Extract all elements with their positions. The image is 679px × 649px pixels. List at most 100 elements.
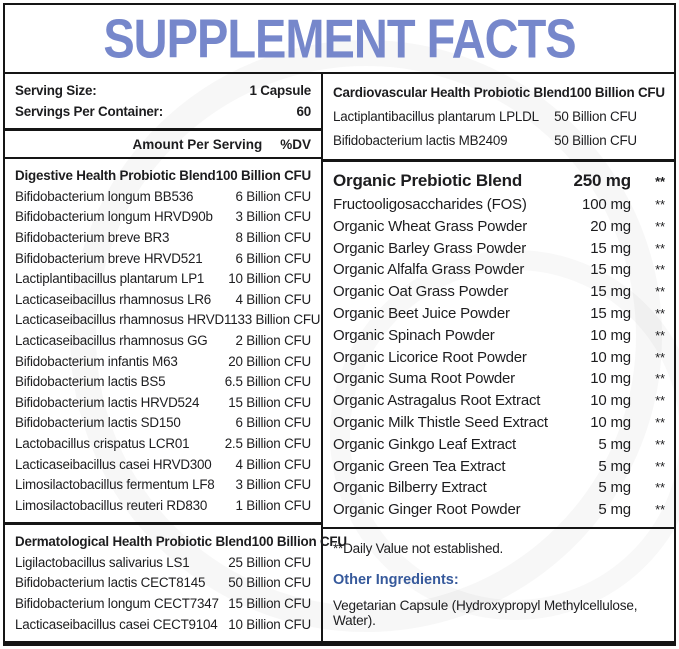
ingredient-row: Lacticaseibacillus rhamnosus LR6 4 Billi… [15, 290, 311, 311]
ingredient-list: Ligilactobacillus salivarius LS1 25 Bill… [15, 553, 311, 635]
ingredient-amount: 3 Billion CFU [235, 209, 311, 225]
ingredient-name: Lacticaseibacillus rhamnosus LR6 [15, 291, 212, 307]
ingredient-amount: 5 mg [598, 457, 631, 475]
cardiovascular-blend-section: Cardiovascular Health Probiotic Blend 10… [323, 74, 675, 159]
ingredient-name: Bifidobacterium longum BB536 [15, 188, 194, 204]
prebiotic-blend-section: Organic Prebiotic Blend 250 mg ** Fructo… [323, 162, 675, 527]
ingredient-name: Organic Ginger Root Powder [333, 501, 521, 519]
ingredient-amount: 50 Billion CFU [228, 575, 311, 591]
ingredient-name: Lacticaseibacillus rhamnosus HRVD113 [15, 312, 245, 328]
ingredient-name: Lactiplantibacillus plantarum LP1 [15, 271, 205, 287]
ingredient-name: Lacticaseibacillus casei HRVD300 [15, 456, 212, 472]
ingredient-amount: 10 mg [590, 326, 631, 344]
ingredient-amount: 50 Billion CFU [554, 133, 637, 148]
ingredient-name: Lacticaseibacillus casei CECT9104 [15, 616, 218, 632]
ingredient-name: Bifidobacterium breve HRVD521 [15, 250, 203, 266]
ingredient-row: Organic Licorice Root Powder 10 mg ** [333, 347, 665, 369]
panel-title: SUPPLEMENT FACTS [103, 7, 576, 70]
ingredient-name: Organic Barley Grass Powder [333, 239, 527, 257]
ingredient-list: Fructooligosaccharides (FOS) 100 mg ** O… [333, 194, 665, 521]
ingredient-amount: 5 mg [598, 479, 631, 497]
ingredient-amount: 20 mg [590, 217, 631, 235]
ingredient-row: Organic Barley Grass Powder 15 mg ** [333, 238, 665, 260]
ingredient-row: Bifidobacterium longum HRVD90b 3 Billion… [15, 207, 311, 228]
ingredient-name: Limosilactobacillus fermentum LF8 [15, 477, 215, 493]
ingredient-dv: ** [655, 327, 665, 343]
section-header: Digestive Health Probiotic Blend 100 Bil… [15, 166, 311, 187]
ingredient-row: Bifidobacterium infantis M63 20 Billion … [15, 352, 311, 373]
ingredient-row: Lactiplantibacillus plantarum LP1 10 Bil… [15, 269, 311, 290]
serving-size-value: 1 Capsule [249, 83, 312, 98]
ingredient-row: Ligilactobacillus salivarius LS1 25 Bill… [15, 553, 311, 574]
dermatological-blend-section: Dermatological Health Probiotic Blend 10… [5, 525, 347, 641]
divider [5, 157, 321, 160]
serving-size-label: Serving Size: [15, 83, 97, 98]
ingredient-amount: 100 mg [582, 196, 631, 213]
ingredient-amount: 10 mg [590, 370, 631, 388]
ingredient-amount: 8 Billion CFU [235, 229, 311, 245]
ingredient-dv: ** [655, 284, 665, 300]
ingredient-name: Organic Beet Juice Powder [333, 304, 510, 322]
ingredient-dv: ** [655, 240, 665, 256]
ingredient-amount: 10 mg [590, 413, 631, 431]
divider [323, 526, 675, 529]
ingredient-amount: 25 Billion CFU [228, 554, 311, 570]
blend-name: Organic Prebiotic Blend [333, 171, 523, 190]
ingredient-name: Ligilactobacillus salivarius LS1 [15, 554, 190, 570]
ingredient-name: Fructooligosaccharides (FOS) [333, 196, 527, 213]
ingredient-dv: ** [655, 349, 665, 365]
ingredient-name: Bifidobacterium breve BR3 [15, 229, 170, 245]
ingredient-name: Organic Licorice Root Powder [333, 348, 527, 366]
ingredient-row: Organic Wheat Grass Powder 20 mg ** [333, 216, 665, 238]
blend-name: Dermatological Health Probiotic Blend [15, 534, 252, 550]
ingredient-row: Limosilactobacillus reuteri RD830 1 Bill… [15, 496, 311, 517]
ingredient-row: Organic Oat Grass Powder 15 mg ** [333, 281, 665, 303]
ingredient-amount: 20 Billion CFU [228, 353, 311, 369]
panel-columns: Serving Size: 1 Capsule Servings Per Con… [5, 74, 675, 641]
ingredient-row: Bifidobacterium lactis HRVD524 15 Billio… [15, 393, 311, 414]
ingredient-row: Fructooligosaccharides (FOS) 100 mg ** [333, 194, 665, 216]
servings-per-container-value: 60 [296, 103, 312, 119]
ingredient-dv: ** [655, 393, 665, 409]
ingredient-row: Organic Ginkgo Leaf Extract 5 mg ** [333, 434, 665, 456]
ingredient-amount: 2 Billion CFU [235, 332, 311, 348]
title-band: SUPPLEMENT FACTS [5, 5, 674, 74]
ingredient-name: Bifidobacterium longum HRVD90b [15, 209, 213, 225]
ingredient-row: Bifidobacterium lactis MB2409 50 Billion… [333, 129, 665, 153]
ingredient-amount: 15 Billion CFU [228, 596, 311, 612]
ingredient-dv: ** [655, 305, 665, 321]
ingredient-row: Lacticaseibacillus casei HRVD300 4 Billi… [15, 455, 311, 476]
other-ingredients-value: Vegetarian Capsule (Hydroxypropyl Methyl… [333, 597, 638, 628]
section-header: Organic Prebiotic Blend 250 mg ** [333, 169, 665, 194]
ingredient-name: Organic Bilberry Extract [333, 479, 487, 497]
ingredient-name: Bifidobacterium lactis CECT8145 [15, 575, 206, 591]
ingredient-name: Bifidobacterium lactis SD150 [15, 415, 181, 431]
ingredient-row: Organic Astragalus Root Extract 10 mg ** [333, 390, 665, 412]
blend-amount: 250 mg [573, 171, 632, 190]
blend-amount: 100 Billion CFU [569, 85, 665, 100]
ingredient-row: Lacticaseibacillus casei CECT9104 10 Bil… [15, 615, 311, 636]
ingredient-name: Organic Alfalfa Grass Powder [333, 261, 525, 279]
ingredient-row: Lactiplantibacillus plantarum LPLDL 50 B… [333, 105, 665, 129]
ingredient-amount: 15 mg [590, 304, 631, 322]
serving-info: Serving Size: 1 Capsule Servings Per Con… [5, 74, 321, 128]
ingredient-amount: 6.5 Billion CFU [224, 374, 312, 390]
ingredient-name: Lacticaseibacillus rhamnosus GG [15, 332, 208, 348]
ingredient-dv: ** [655, 218, 665, 234]
supplement-facts-panel: SUPPLEMENT FACTS Serving Size: 1 Capsule… [3, 3, 676, 646]
servings-per-container-row: Servings Per Container: 60 [15, 102, 311, 123]
blend-name: Digestive Health Probiotic Blend [15, 168, 216, 184]
dv-label: %DV [280, 137, 311, 153]
section-header: Cardiovascular Health Probiotic Blend 10… [333, 81, 665, 105]
blend-name: Cardiovascular Health Probiotic Blend [333, 85, 570, 100]
ingredient-amount: 10 Billion CFU [228, 616, 311, 632]
ingredient-row: Lacticaseibacillus rhamnosus HRVD113 3 B… [15, 310, 320, 331]
ingredient-row: Organic Bilberry Extract 5 mg ** [333, 477, 665, 499]
ingredient-row: Bifidobacterium longum BB536 6 Billion C… [15, 187, 311, 208]
blend-dv: ** [655, 174, 665, 189]
ingredient-amount: 15 mg [590, 261, 631, 279]
ingredient-amount: 6 Billion CFU [235, 415, 311, 431]
ingredient-row: Organic Milk Thistle Seed Extract 10 mg … [333, 412, 665, 434]
ingredient-name: Bifidobacterium lactis MB2409 [333, 133, 508, 148]
ingredient-amount: 50 Billion CFU [554, 109, 637, 124]
